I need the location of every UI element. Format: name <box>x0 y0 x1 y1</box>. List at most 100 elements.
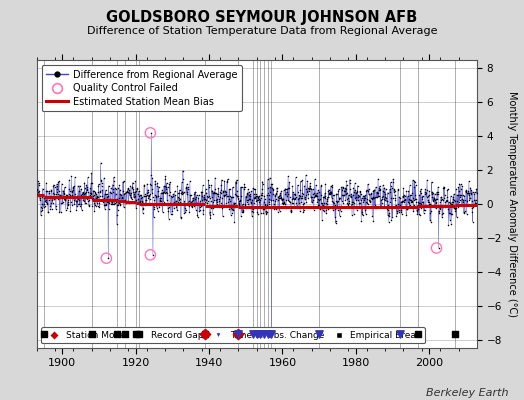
Point <box>413 211 422 217</box>
Point <box>445 204 453 210</box>
Point <box>42 200 51 206</box>
Point <box>306 185 314 192</box>
Point <box>312 192 321 198</box>
Point <box>135 188 143 194</box>
Point <box>364 190 373 197</box>
Point <box>281 186 290 192</box>
Point <box>243 190 252 197</box>
Point <box>157 202 165 208</box>
Point <box>319 194 328 200</box>
Point <box>195 207 203 214</box>
Point <box>217 182 225 188</box>
Point <box>194 195 202 201</box>
Point <box>110 174 118 180</box>
Point <box>362 199 370 206</box>
Point <box>74 196 83 203</box>
Point <box>296 208 304 214</box>
Point <box>242 193 250 199</box>
Point <box>285 179 293 185</box>
Point <box>402 188 411 194</box>
Legend: Station Move, Record Gap, Time of Obs. Change, Empirical Break: Station Move, Record Gap, Time of Obs. C… <box>41 327 425 344</box>
Point <box>335 195 343 201</box>
Text: Difference of Station Temperature Data from Regional Average: Difference of Station Temperature Data f… <box>87 26 437 36</box>
Point <box>103 191 111 197</box>
Point <box>257 190 266 197</box>
Point <box>325 190 333 196</box>
Point <box>332 218 340 224</box>
Point <box>112 186 120 192</box>
Point <box>278 200 287 206</box>
Point <box>469 204 477 210</box>
Point <box>417 190 425 196</box>
Point <box>267 181 276 188</box>
Point <box>283 184 292 191</box>
Point <box>331 220 340 226</box>
Point <box>444 186 452 193</box>
Point <box>346 194 355 201</box>
Point <box>299 209 308 216</box>
Point <box>260 199 268 205</box>
Point <box>264 176 272 182</box>
Point <box>453 192 461 198</box>
Point <box>123 198 131 204</box>
Point <box>258 192 266 198</box>
Point <box>234 331 243 338</box>
Point <box>468 205 476 211</box>
Point <box>308 199 316 205</box>
Point <box>376 203 385 209</box>
Point <box>225 186 233 193</box>
Point <box>381 186 390 192</box>
Point <box>374 193 382 199</box>
Point <box>332 198 340 204</box>
Point <box>380 194 389 201</box>
Point <box>76 195 84 201</box>
Point <box>387 195 396 201</box>
Point <box>271 193 279 199</box>
Point <box>229 193 237 200</box>
Point <box>39 192 48 198</box>
Point <box>429 190 438 196</box>
Point <box>198 193 206 199</box>
Point <box>365 197 374 204</box>
Point <box>416 212 424 218</box>
Point <box>147 172 155 178</box>
Point <box>201 186 210 192</box>
Point <box>282 204 290 211</box>
Point <box>36 197 44 204</box>
Point <box>256 195 265 202</box>
Point <box>138 206 147 212</box>
Point <box>263 209 271 216</box>
Point <box>114 207 122 213</box>
Point <box>421 189 430 195</box>
Point <box>185 209 193 215</box>
Point <box>425 210 434 216</box>
Point <box>321 195 329 201</box>
Point <box>137 192 146 198</box>
Point <box>72 197 80 204</box>
Point <box>451 331 459 338</box>
Point <box>102 191 110 197</box>
Point <box>138 199 146 205</box>
Point <box>333 202 341 209</box>
Point <box>465 190 474 196</box>
Point <box>104 182 113 189</box>
Point <box>78 206 86 213</box>
Point <box>176 196 184 202</box>
Point <box>441 192 449 198</box>
Point <box>331 214 339 220</box>
Point <box>238 208 246 215</box>
Point <box>162 180 171 186</box>
Point <box>425 188 433 194</box>
Point <box>249 331 257 338</box>
Point <box>342 196 351 202</box>
Point <box>211 190 220 196</box>
Point <box>155 204 163 210</box>
Point <box>106 188 114 195</box>
Point <box>427 208 435 214</box>
Point <box>440 195 449 201</box>
Point <box>318 200 326 206</box>
Point <box>364 188 373 195</box>
Point <box>35 188 43 194</box>
Point <box>112 191 120 197</box>
Point <box>406 192 414 198</box>
